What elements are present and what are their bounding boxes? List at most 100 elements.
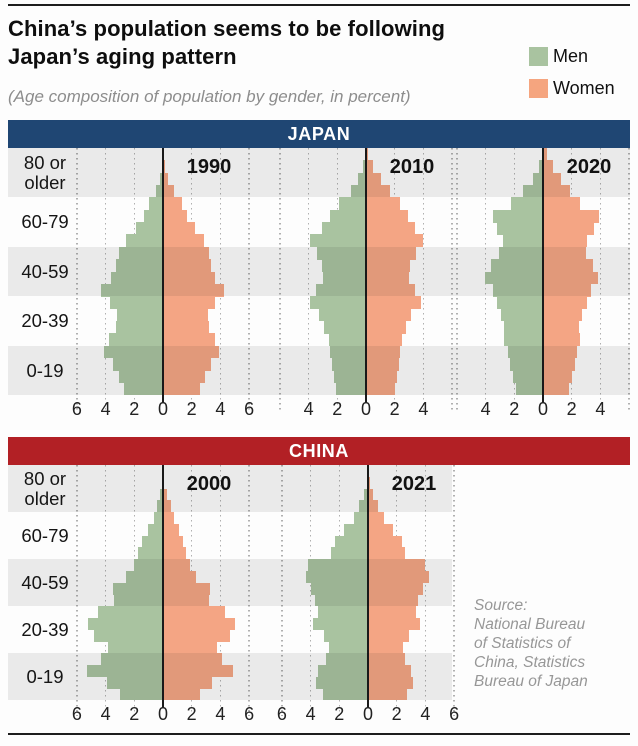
bar-women: [163, 512, 174, 525]
axis-tick-label: 2: [129, 399, 140, 419]
bar-women: [366, 209, 409, 223]
axis-tick-label: 4: [595, 399, 606, 419]
bar-men: [137, 547, 163, 560]
gridline: [453, 465, 455, 716]
age-band-label: 40-59: [21, 260, 69, 282]
age-band-label: 20-39: [21, 618, 69, 640]
bar-women: [163, 209, 187, 223]
bar-women: [163, 641, 217, 654]
bar-men: [321, 222, 366, 235]
bar-men: [328, 333, 366, 346]
bar-men: [504, 320, 543, 334]
axis-tick-label: 0: [362, 704, 373, 724]
axis-tick-label: 4: [100, 399, 111, 419]
axis-tick-label: 0: [157, 704, 168, 724]
age-band-stripe: [8, 559, 452, 606]
age-band-label: 80 or older: [23, 152, 67, 193]
year-label: 2021: [391, 473, 437, 495]
bar-men: [109, 333, 163, 346]
axis-tick-label: 0: [360, 399, 371, 419]
axis-tick-label: 2: [391, 704, 402, 724]
legend-women-label: Women: [553, 78, 615, 98]
bar-women: [368, 535, 402, 548]
bar-women: [543, 234, 587, 248]
bar-women: [163, 535, 184, 548]
bar-men: [310, 296, 366, 309]
axis-tick-label: 4: [215, 704, 226, 724]
bar-women: [368, 523, 394, 536]
year-label: 2010: [389, 156, 435, 178]
axis-tick-label: 0: [157, 399, 168, 419]
axis-tick-label: 0: [537, 399, 548, 419]
age-band-label: 60-79: [21, 524, 69, 546]
bar-men: [94, 629, 163, 642]
axis-tick-label: 2: [186, 704, 197, 724]
bar-women: [366, 308, 412, 322]
bar-men: [502, 234, 543, 248]
axis-tick-label: 4: [215, 399, 226, 419]
bar-women: [368, 617, 420, 630]
axis-tick-label: 4: [303, 399, 314, 419]
bar-women: [163, 197, 182, 211]
bar-men: [511, 197, 543, 211]
bar-women: [368, 629, 409, 642]
bar-men: [117, 308, 163, 322]
bar-men: [153, 512, 163, 525]
axis-tick-label: 2: [566, 399, 577, 419]
age-band-stripe: [8, 345, 630, 395]
bar-men: [310, 234, 366, 248]
bar-women: [368, 606, 417, 619]
axis-tick-label: 4: [420, 704, 431, 724]
age-band-label: 0-19: [26, 359, 64, 381]
bar-women: [163, 606, 225, 619]
bar-women: [368, 641, 404, 654]
bar-men: [324, 320, 366, 334]
axis-tick-label: 4: [305, 704, 316, 724]
age-band-stripe: [8, 148, 630, 198]
bar-men: [497, 296, 543, 309]
japan-panel-header: JAPAN: [8, 120, 630, 148]
bar-women: [543, 333, 581, 346]
bar-women: [163, 222, 195, 235]
bar-men: [503, 333, 543, 346]
axis-tick-label: 2: [334, 704, 345, 724]
age-band-label: 0-19: [26, 665, 64, 687]
bar-men: [109, 296, 163, 309]
bar-men: [334, 535, 368, 548]
bar-men: [135, 222, 163, 235]
bar-women: [163, 333, 215, 346]
age-band-label: 20-39: [21, 310, 69, 332]
bar-men: [149, 197, 163, 211]
axis-tick-label: 6: [71, 399, 82, 419]
axis-tick-label: 2: [509, 399, 520, 419]
bar-men: [492, 209, 543, 223]
bar-men: [317, 606, 368, 619]
bar-women: [366, 222, 415, 235]
bar-women: [543, 222, 594, 235]
bar-men: [142, 535, 163, 548]
title-line-2: Japan’s aging pattern: [8, 43, 237, 69]
bar-women: [163, 617, 235, 630]
bar-women: [163, 234, 204, 248]
bar-men: [319, 308, 366, 322]
bar-women: [366, 333, 402, 346]
bar-men: [115, 320, 163, 334]
bar-men: [313, 617, 368, 630]
bar-women: [543, 320, 579, 334]
bar-women: [163, 320, 209, 334]
bar-women: [163, 523, 179, 536]
bar-women: [366, 296, 421, 309]
age-band-stripe: [8, 246, 630, 297]
axis-tick-label: 6: [244, 399, 255, 419]
bar-men: [328, 641, 368, 654]
bar-men: [147, 523, 163, 536]
bar-men: [501, 308, 543, 322]
year-label: 2020: [566, 156, 612, 178]
bar-women: [543, 308, 582, 322]
age-band-stripe: [8, 465, 452, 512]
bar-men: [144, 209, 163, 223]
bar-women: [543, 296, 587, 309]
bar-men: [107, 641, 163, 654]
title-line-1: China’s population seems to be following: [8, 16, 446, 41]
bar-men: [339, 197, 366, 211]
